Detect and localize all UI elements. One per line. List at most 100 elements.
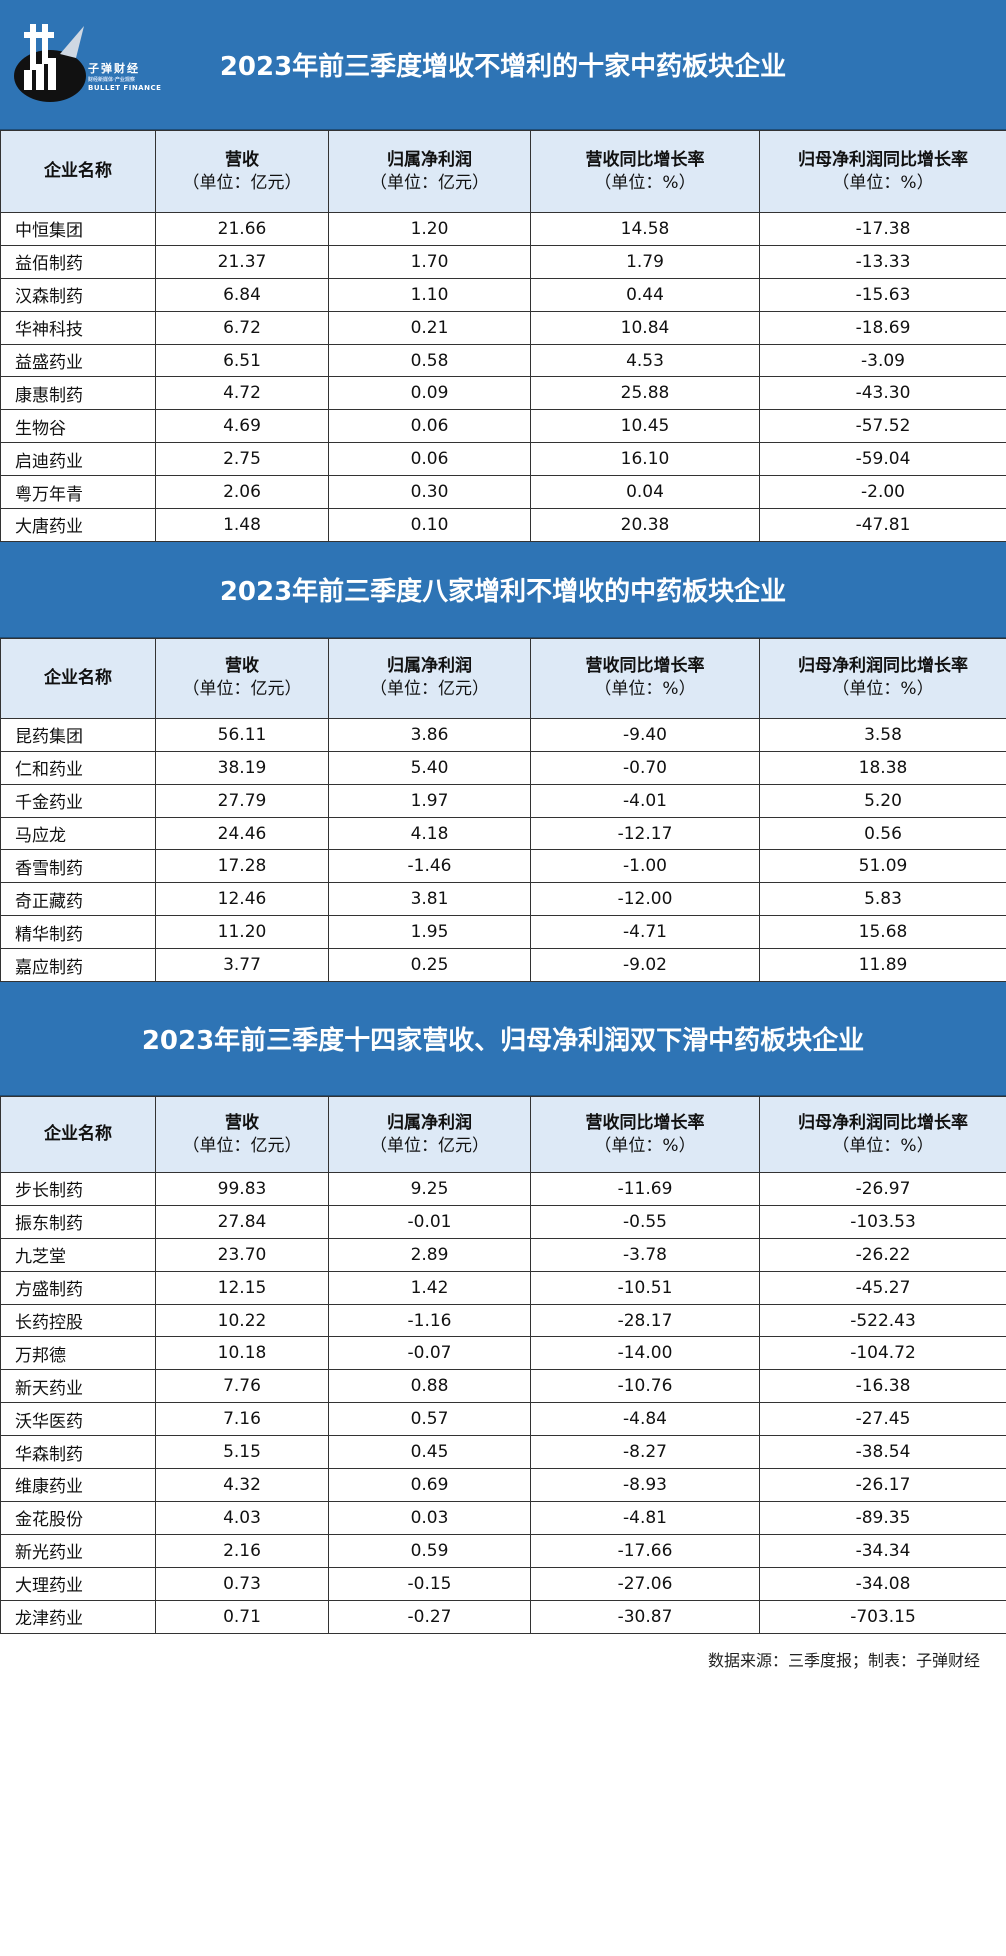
revenue-cell: 23.70 <box>155 1237 329 1272</box>
revenue-growth-cell: -3.78 <box>530 1237 760 1272</box>
company-name-cell: 生物谷 <box>0 409 156 444</box>
header-profit-growth: 归母净利润同比增长率 （单位：%） <box>759 1096 1006 1174</box>
revenue-growth-cell: 16.10 <box>530 442 760 477</box>
profit-growth-cell: -104.72 <box>759 1336 1006 1371</box>
table-row: 金花股份 4.03 0.03 -4.81 -89.35 <box>0 1500 1006 1535</box>
section-1-title: 2023年前三季度增收不增利的十家中药板块企业 <box>219 52 787 82</box>
table-row: 奇正藏药 12.46 3.81 -12.00 5.83 <box>0 882 1006 917</box>
header-net-profit: 归属净利润 （单位：亿元） <box>328 1096 531 1174</box>
revenue-growth-cell: -4.84 <box>530 1402 760 1437</box>
net-profit-cell: 0.21 <box>328 310 531 345</box>
company-name-cell: 香雪制药 <box>0 849 156 884</box>
profit-growth-cell: -15.63 <box>759 277 1006 312</box>
revenue-growth-cell: 25.88 <box>530 376 760 411</box>
table-header-row: 企业名称 营收 （单位：亿元） 归属净利润 （单位：亿元） 营收同比增长率 （单位：%… <box>0 130 1006 213</box>
logo-name-en: BULLET FINANCE <box>88 84 162 92</box>
table-row: 精华制药 11.20 1.95 -4.71 15.68 <box>0 915 1006 950</box>
revenue-growth-cell: -10.76 <box>530 1369 760 1404</box>
net-profit-cell: 4.18 <box>328 816 531 851</box>
company-name-cell: 大唐药业 <box>0 508 156 542</box>
table-row: 长药控股 10.22 -1.16 -28.17 -522.43 <box>0 1303 1006 1338</box>
table-row: 康惠制药 4.72 0.09 25.88 -43.30 <box>0 376 1006 411</box>
profit-growth-cell: -57.52 <box>759 409 1006 444</box>
profit-growth-cell: 0.56 <box>759 816 1006 851</box>
revenue-growth-cell: 14.58 <box>530 212 760 246</box>
table-row: 粤万年青 2.06 0.30 0.04 -2.00 <box>0 475 1006 510</box>
header-revenue-growth: 营收同比增长率 （单位：%） <box>530 130 760 213</box>
revenue-cell: 27.84 <box>155 1204 329 1239</box>
company-name-cell: 千金药业 <box>0 783 156 818</box>
revenue-growth-cell: 20.38 <box>530 508 760 542</box>
logo-name-cn: 子弹财经 <box>88 62 140 75</box>
company-name-cell: 益佰制药 <box>0 244 156 279</box>
revenue-cell: 12.46 <box>155 882 329 917</box>
header-revenue-growth: 营收同比增长率 （单位：%） <box>530 637 760 719</box>
revenue-growth-cell: 4.53 <box>530 343 760 378</box>
company-name-cell: 方盛制药 <box>0 1270 156 1305</box>
net-profit-cell: 0.58 <box>328 343 531 378</box>
logo-tagline: 财经新媒体·产业观察 <box>88 77 135 83</box>
net-profit-cell: 1.97 <box>328 783 531 818</box>
revenue-cell: 4.03 <box>155 1500 329 1535</box>
table-header-row: 企业名称 营收 （单位：亿元） 归属净利润 （单位：亿元） 营收同比增长率 （单位：%… <box>0 637 1006 719</box>
company-name-cell: 中恒集团 <box>0 212 156 246</box>
net-profit-cell: 9.25 <box>328 1172 531 1206</box>
profit-growth-cell: -26.22 <box>759 1237 1006 1272</box>
section-1-table: 企业名称 营收 （单位：亿元） 归属净利润 （单位：亿元） 营收同比增长率 （单位：%… <box>0 130 1006 542</box>
company-name-cell: 汉森制药 <box>0 277 156 312</box>
company-name-cell: 益盛药业 <box>0 343 156 378</box>
company-name-cell: 精华制药 <box>0 915 156 950</box>
section-3-title-banner: 2023年前三季度十四家营收、归母净利润双下滑中药板块企业 <box>0 982 1006 1097</box>
table-row: 生物谷 4.69 0.06 10.45 -57.52 <box>0 409 1006 444</box>
revenue-cell: 5.15 <box>155 1435 329 1470</box>
revenue-growth-cell: 0.04 <box>530 475 760 510</box>
table-row: 大唐药业 1.48 0.10 20.38 -47.81 <box>0 508 1006 542</box>
section-1-title-banner: 子弹财经 财经新媒体·产业观察 BULLET FINANCE 2023年前三季度… <box>0 0 1006 130</box>
profit-growth-cell: -16.38 <box>759 1369 1006 1404</box>
company-name-cell: 华神科技 <box>0 310 156 345</box>
net-profit-cell: 0.57 <box>328 1402 531 1437</box>
revenue-cell: 27.79 <box>155 783 329 818</box>
company-name-cell: 启迪药业 <box>0 442 156 477</box>
net-profit-cell: -1.16 <box>328 1303 531 1338</box>
table-row: 华神科技 6.72 0.21 10.84 -18.69 <box>0 310 1006 345</box>
revenue-cell: 4.32 <box>155 1468 329 1502</box>
bullet-logo-icon <box>14 24 86 102</box>
profit-growth-cell: 15.68 <box>759 915 1006 950</box>
net-profit-cell: 0.45 <box>328 1435 531 1470</box>
profit-growth-cell: -59.04 <box>759 442 1006 477</box>
section-2-title-banner: 2023年前三季度八家增利不增收的中药板块企业 <box>0 541 1006 638</box>
revenue-growth-cell: -8.93 <box>530 1468 760 1502</box>
profit-growth-cell: 5.83 <box>759 882 1006 917</box>
table-row: 仁和药业 38.19 5.40 -0.70 18.38 <box>0 750 1006 785</box>
company-name-cell: 九芝堂 <box>0 1237 156 1272</box>
revenue-cell: 1.48 <box>155 508 329 542</box>
revenue-growth-cell: 10.84 <box>530 310 760 345</box>
section-2-title: 2023年前三季度八家增利不增收的中药板块企业 <box>219 576 787 607</box>
profit-growth-cell: -34.34 <box>759 1533 1006 1568</box>
company-name-cell: 沃华医药 <box>0 1402 156 1437</box>
net-profit-cell: -0.01 <box>328 1204 531 1239</box>
net-profit-cell: 0.69 <box>328 1468 531 1502</box>
revenue-growth-cell: -14.00 <box>530 1336 760 1371</box>
section-3-title: 2023年前三季度十四家营收、归母净利润双下滑中药板块企业 <box>141 1026 865 1057</box>
net-profit-cell: 0.06 <box>328 409 531 444</box>
net-profit-cell: 1.10 <box>328 277 531 312</box>
revenue-cell: 6.72 <box>155 310 329 345</box>
net-profit-cell: 1.20 <box>328 212 531 246</box>
profit-growth-cell: -34.08 <box>759 1566 1006 1601</box>
header-net-profit: 归属净利润 （单位：亿元） <box>328 130 531 213</box>
table-row: 九芝堂 23.70 2.89 -3.78 -26.22 <box>0 1237 1006 1272</box>
revenue-cell: 24.46 <box>155 816 329 851</box>
header-net-profit: 归属净利润 （单位：亿元） <box>328 637 531 719</box>
revenue-cell: 4.69 <box>155 409 329 444</box>
company-name-cell: 马应龙 <box>0 816 156 851</box>
revenue-growth-cell: -1.00 <box>530 849 760 884</box>
revenue-cell: 3.77 <box>155 948 329 983</box>
company-name-cell: 金花股份 <box>0 1500 156 1535</box>
profit-growth-cell: 18.38 <box>759 750 1006 785</box>
profit-growth-cell: -3.09 <box>759 343 1006 378</box>
table-header-row: 企业名称 营收 （单位：亿元） 归属净利润 （单位：亿元） 营收同比增长率 （单位：%… <box>0 1096 1006 1174</box>
revenue-growth-cell: 0.44 <box>530 277 760 312</box>
